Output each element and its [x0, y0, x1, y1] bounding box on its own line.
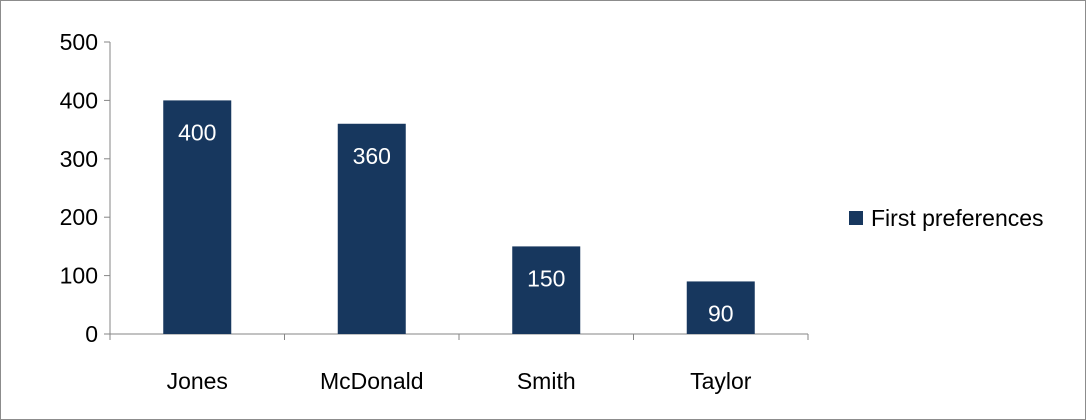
legend-swatch [849, 211, 863, 225]
bar-mcdonald [337, 123, 406, 334]
x-tick-label-taylor: Taylor [690, 368, 752, 394]
bar-smith [512, 246, 581, 334]
bar-jones [163, 100, 232, 335]
y-tick-label: 500 [60, 29, 98, 55]
legend-label: First preferences [871, 205, 1044, 231]
data-label-smith: 150 [527, 265, 565, 291]
data-label-taylor: 90 [708, 300, 734, 326]
y-tick-label: 400 [60, 87, 98, 113]
y-tick-label: 0 [85, 321, 98, 347]
y-tick-label: 200 [60, 204, 98, 230]
bar-taylor [686, 281, 755, 334]
x-tick-label-mcdonald: McDonald [320, 368, 424, 394]
y-tick-label: 300 [60, 146, 98, 172]
x-tick-label-smith: Smith [517, 368, 576, 394]
data-label-jones: 400 [178, 119, 216, 145]
data-label-mcdonald: 360 [353, 143, 391, 169]
x-tick-label-jones: Jones [167, 368, 228, 394]
chart-labels: 400 Jones 360 McDonald 150 Smith 90 Taylor [167, 119, 752, 394]
y-tick-label: 100 [60, 263, 98, 289]
chart-bars [163, 100, 755, 335]
chart-legend: First preferences [849, 205, 1044, 231]
